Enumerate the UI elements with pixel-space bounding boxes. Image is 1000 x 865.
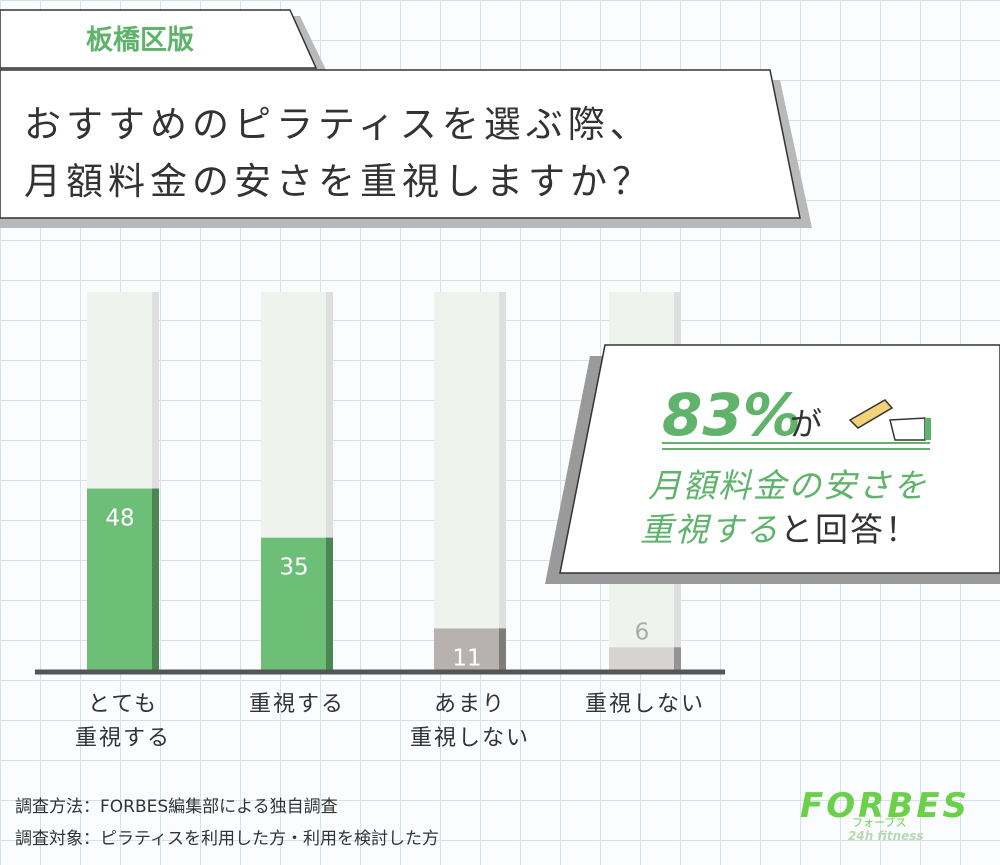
bar-edge [152, 488, 159, 670]
tag-box [0, 9, 318, 69]
logo-sub: 24h fitness [848, 829, 924, 843]
bar-track [434, 292, 506, 670]
bar-group [261, 537, 333, 670]
note: 調査方法：FORBES編集部による独自調査 [15, 797, 338, 817]
callout-suffix: が [790, 405, 822, 443]
bar [434, 628, 506, 670]
callout-highlight: 83% [662, 381, 801, 449]
bar-edge [674, 647, 681, 670]
callout-line: 重視すると回答！ [640, 510, 920, 549]
note: 調査対象：ピラティスを利用した方・利用を検討した方 [15, 829, 439, 849]
callout-line-rest: と回答！ [780, 510, 920, 549]
bar-track-edge [499, 292, 506, 670]
title-line: 月額料金の安さを重視しますか？ [24, 160, 654, 203]
bar [261, 537, 333, 670]
bar [609, 647, 681, 670]
category-label: とても 重視する [74, 692, 171, 751]
title-line: おすすめのピラティスを選ぶ際、 [24, 103, 652, 146]
bar-group [87, 488, 159, 670]
value-label: 48 [105, 506, 134, 532]
value-label: 35 [279, 555, 308, 581]
bar-group [434, 628, 506, 670]
value-label: 11 [452, 645, 481, 671]
bar-edge [326, 537, 333, 670]
bar [87, 488, 159, 670]
hand-icon [889, 417, 926, 441]
bar-track-edge [326, 292, 333, 670]
callout-line-highlight: 重視する [640, 510, 780, 549]
category-label: 重視する [248, 692, 345, 717]
logo-kana: フォーブス [852, 815, 906, 829]
tag: 板橋区版 [86, 25, 194, 56]
bar-edge [499, 628, 506, 670]
bar-group [609, 647, 681, 670]
title-box [0, 69, 801, 219]
cuff-icon [925, 418, 931, 440]
category-label: あまり 重視しない [409, 692, 530, 751]
value-label: 6 [635, 619, 650, 645]
logo-name: FORBES [800, 786, 970, 826]
callout-box [559, 344, 1000, 574]
bar-track-edge [152, 292, 159, 670]
callout-line: 月額料金の安さを [648, 466, 928, 505]
pencil-icon [848, 399, 894, 429]
category-label: 重視しない [584, 692, 705, 717]
